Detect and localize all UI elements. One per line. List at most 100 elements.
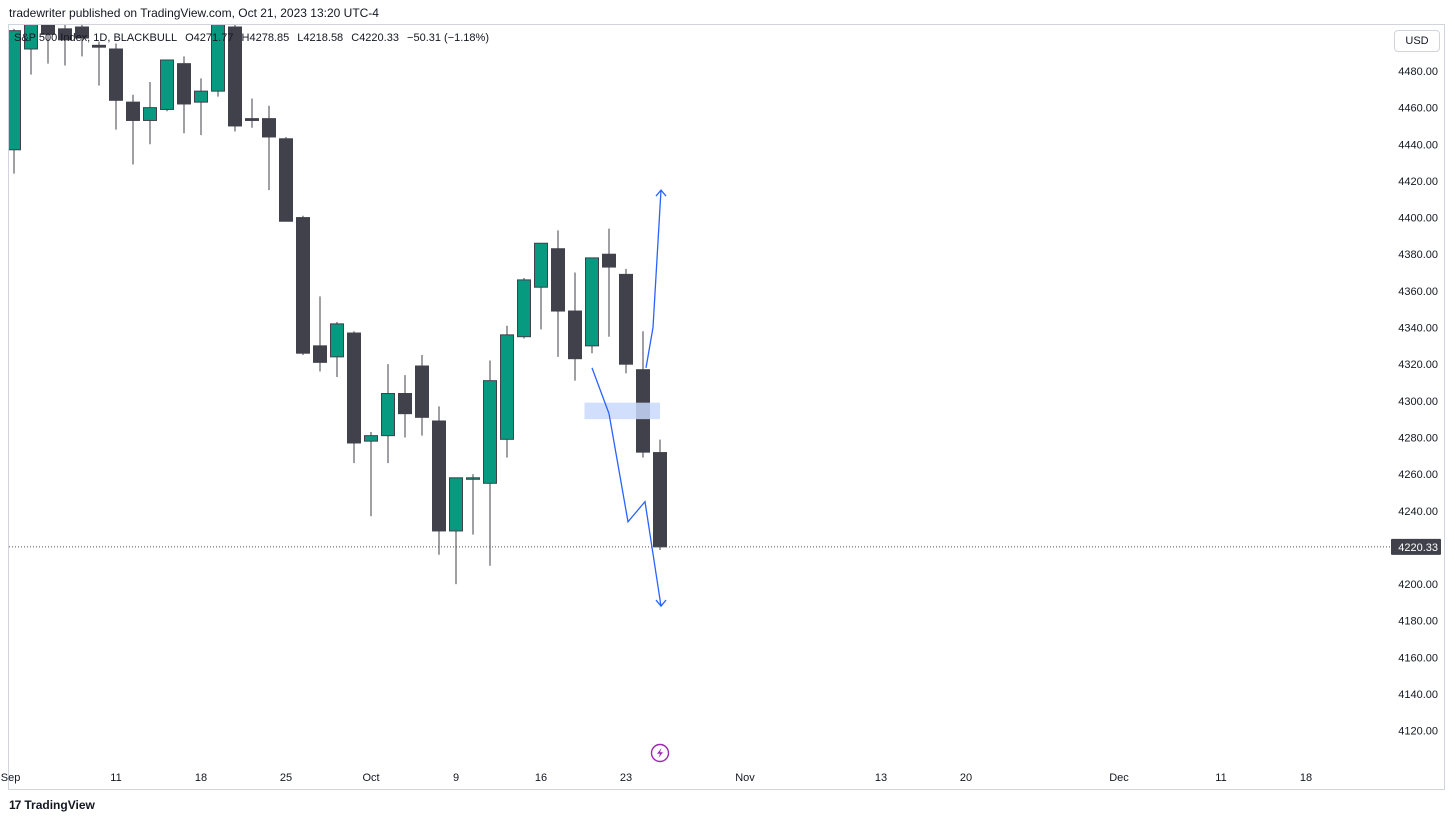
- candle-down: [279, 136, 293, 222]
- last-price-text: 4220.33: [1398, 542, 1438, 554]
- y-tick-label: 4440.00: [1398, 139, 1438, 151]
- candle-down: [262, 105, 276, 191]
- x-tick-label: 20: [960, 772, 972, 784]
- candle-body: [500, 334, 514, 440]
- legend-high: H4278.85: [241, 32, 290, 44]
- y-tick-label: 4200.00: [1398, 579, 1438, 591]
- candle-body: [483, 380, 497, 484]
- candle-down: [432, 406, 446, 555]
- y-tick-label: 4260.00: [1398, 469, 1438, 481]
- candle-body: [415, 365, 429, 418]
- y-tick-label: 4460.00: [1398, 103, 1438, 115]
- y-tick-label: 4240.00: [1398, 506, 1438, 518]
- tradingview-logo-icon: 17: [9, 798, 21, 812]
- y-tick-label: 4420.00: [1398, 176, 1438, 188]
- y-tick-label: 4320.00: [1398, 359, 1438, 371]
- last-price-box: [1391, 538, 1441, 555]
- candle-up: [211, 25, 225, 97]
- legend-change: −50.31 (−1.18%): [407, 32, 489, 44]
- symbol-legend[interactable]: S&P 500 Index, 1D, BLACKBULL O4271.77 H4…: [14, 32, 494, 44]
- x-tick-label: Dec: [1109, 772, 1129, 784]
- y-tick-label: 4140.00: [1398, 689, 1438, 701]
- y-tick-label: 4480.00: [1398, 66, 1438, 78]
- arrow-head-up: [655, 189, 667, 197]
- candle-body: [551, 248, 565, 312]
- candle-up: [500, 325, 514, 458]
- x-tick-label: 11: [1215, 772, 1226, 784]
- candle-up: [24, 25, 38, 75]
- x-tick-label: 13: [875, 772, 887, 784]
- legend-symbol: S&P 500 Index, 1D, BLACKBULL: [14, 32, 178, 44]
- candle-up: [449, 477, 463, 585]
- y-tick-label: 4280.00: [1398, 432, 1438, 444]
- candle-up: [9, 28, 21, 174]
- candle-up: [466, 474, 480, 535]
- candle-down: [653, 439, 667, 551]
- candle-down: [41, 25, 55, 64]
- candle-body: [41, 25, 55, 35]
- y-tick-label: 4340.00: [1398, 323, 1438, 335]
- candle-up: [381, 364, 395, 464]
- candle-body: [58, 28, 72, 41]
- candle-down: [58, 25, 72, 66]
- candle-body: [619, 273, 633, 365]
- y-tick-label: 4380.00: [1398, 249, 1438, 261]
- candle-body: [313, 345, 327, 363]
- candle-down: [109, 43, 123, 130]
- legend-low: L4218.58: [297, 32, 344, 44]
- candle-up: [143, 81, 157, 145]
- candle-down: [92, 41, 106, 86]
- candle-body: [228, 26, 242, 127]
- x-tick-label: 18: [1300, 772, 1312, 784]
- candle-body: [177, 63, 191, 105]
- candle-up: [160, 59, 174, 112]
- candle-down: [177, 56, 191, 134]
- candle-down: [636, 331, 650, 458]
- candle-down: [228, 25, 242, 132]
- projection-line-down: [608, 413, 662, 607]
- y-tick-label: 4180.00: [1398, 616, 1438, 628]
- candle-up: [534, 242, 548, 330]
- event-lightning-icon[interactable]: [650, 743, 670, 763]
- y-tick-label: 4120.00: [1398, 726, 1438, 738]
- x-tick-label: 18: [195, 772, 207, 784]
- x-tick-label: Sep: [1, 772, 21, 784]
- candle-body: [432, 420, 446, 532]
- candle-body: [347, 332, 361, 444]
- candle-down: [602, 228, 616, 337]
- candle-up: [517, 278, 531, 339]
- x-tick-label: Nov: [735, 772, 755, 784]
- chart-frame[interactable]: [8, 24, 1445, 790]
- candle-down: [415, 355, 429, 436]
- candle-body: [9, 30, 21, 151]
- candle-body: [126, 101, 140, 121]
- candle-down: [551, 230, 565, 357]
- tradingview-logo[interactable]: 17 TradingView: [9, 798, 95, 812]
- candle-body: [466, 477, 480, 480]
- projection-line-up: [645, 190, 662, 368]
- x-tick-label: 16: [535, 772, 547, 784]
- x-tick-label: 23: [620, 772, 632, 784]
- currency-button[interactable]: USD: [1394, 30, 1440, 52]
- projection-line: [591, 367, 610, 414]
- candle-body: [364, 435, 378, 442]
- last-price-label: 4220.33: [1391, 538, 1441, 555]
- plot-area: [9, 25, 667, 608]
- candle-down: [75, 25, 89, 57]
- candle-body: [449, 477, 463, 532]
- candle-up: [585, 257, 599, 354]
- candle-body: [517, 279, 531, 338]
- candle-body: [211, 25, 225, 92]
- candle-down: [296, 215, 310, 356]
- candle-up: [330, 322, 344, 378]
- arrow-head-down: [655, 599, 667, 608]
- legend-open: O4271.77: [185, 32, 234, 44]
- candle-body: [109, 48, 123, 101]
- candle-body: [262, 118, 276, 138]
- y-tick-label: 4300.00: [1398, 396, 1438, 408]
- candle-body: [245, 118, 259, 121]
- candle-body: [75, 26, 89, 39]
- candle-body: [568, 310, 582, 360]
- x-tick-label: 25: [280, 772, 292, 784]
